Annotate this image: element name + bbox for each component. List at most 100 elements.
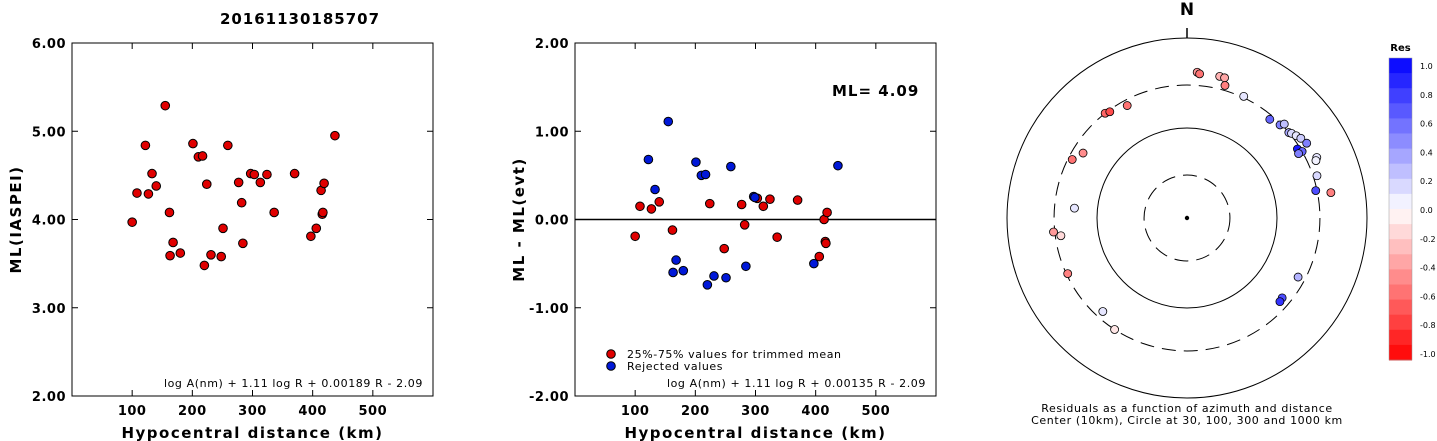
data-point bbox=[654, 197, 665, 207]
colorbar-segment bbox=[1389, 58, 1412, 74]
x-tick-label: 200 bbox=[178, 404, 207, 419]
data-point bbox=[668, 267, 678, 278]
station-residual-point bbox=[1279, 119, 1289, 129]
data-point bbox=[165, 250, 175, 261]
colorbar-segment bbox=[1389, 239, 1412, 255]
y-tick-label: 1.00 bbox=[535, 125, 569, 140]
data-point bbox=[269, 207, 279, 218]
data-point bbox=[821, 238, 831, 249]
y-tick-label: 2.00 bbox=[32, 390, 66, 405]
y-tick-label: 0.00 bbox=[535, 214, 569, 229]
station-residual-point bbox=[1220, 73, 1229, 83]
station-residual-point bbox=[1220, 81, 1230, 90]
data-point bbox=[238, 238, 248, 249]
data-point bbox=[127, 217, 137, 227]
y-tick-label: 4.00 bbox=[32, 214, 66, 229]
data-point bbox=[650, 184, 660, 195]
legend-label: Rejected values bbox=[627, 360, 723, 373]
data-point bbox=[262, 169, 272, 180]
distance-circle bbox=[1096, 127, 1278, 309]
data-point bbox=[671, 255, 681, 265]
station-residual-point bbox=[1098, 307, 1108, 316]
colorbar-segment bbox=[1389, 314, 1412, 331]
colorbar-title: Res bbox=[1390, 43, 1410, 54]
data-point bbox=[318, 207, 328, 218]
station-residual-point bbox=[1105, 107, 1115, 117]
x-tick-label: 400 bbox=[801, 404, 830, 419]
colorbar-frame bbox=[1388, 57, 1413, 361]
data-point bbox=[792, 195, 803, 205]
x-tick-label: 100 bbox=[118, 404, 147, 419]
data-point bbox=[719, 243, 730, 254]
colorbar-segment bbox=[1389, 178, 1412, 195]
data-point bbox=[833, 160, 843, 171]
data-point bbox=[726, 161, 736, 172]
station-residual-point bbox=[1110, 325, 1119, 334]
legend-marker bbox=[606, 349, 616, 359]
data-point bbox=[678, 265, 689, 276]
data-point bbox=[289, 168, 300, 179]
data-point bbox=[233, 177, 244, 188]
data-point bbox=[663, 116, 674, 127]
data-point bbox=[168, 237, 178, 248]
colorbar-segment bbox=[1389, 103, 1412, 119]
station-residual-point bbox=[1293, 272, 1303, 282]
legend-label: 25%-75% values for trimmed mean bbox=[627, 348, 842, 361]
station-residual-point bbox=[1302, 138, 1312, 148]
station-residual-point bbox=[1275, 297, 1285, 307]
colorbar-tick-label: 1.0 bbox=[1420, 62, 1433, 71]
data-point bbox=[175, 248, 186, 258]
station-residual-point bbox=[1049, 227, 1058, 237]
x-tick-label: 100 bbox=[621, 404, 650, 419]
data-point bbox=[630, 231, 640, 242]
station-residual-point bbox=[1312, 171, 1322, 181]
data-point bbox=[635, 201, 645, 212]
data-point bbox=[704, 198, 715, 209]
data-point bbox=[306, 231, 316, 242]
station-residual-point bbox=[1239, 91, 1249, 101]
y-tick-label: 3.00 bbox=[32, 302, 66, 317]
data-point bbox=[201, 179, 212, 189]
data-point bbox=[822, 207, 832, 218]
data-point bbox=[197, 151, 208, 161]
station-residual-point bbox=[1063, 269, 1073, 279]
data-point bbox=[709, 271, 719, 281]
station-residual-point bbox=[1078, 148, 1088, 158]
station-residual-point bbox=[1070, 203, 1079, 213]
station-residual-point bbox=[1294, 149, 1303, 158]
plot-frame bbox=[71, 42, 434, 397]
data-point bbox=[643, 154, 654, 165]
colorbar-tick-label: 0.6 bbox=[1420, 120, 1433, 129]
station-residual-point bbox=[1296, 133, 1306, 143]
data-point bbox=[140, 140, 151, 151]
x-tick-label: 300 bbox=[238, 404, 267, 419]
data-point bbox=[188, 138, 198, 149]
x-tick-label: 500 bbox=[359, 404, 388, 419]
data-point bbox=[739, 219, 750, 230]
figure-title: 20161130185707 bbox=[220, 10, 380, 28]
colorbar-tick-label: 0.2 bbox=[1420, 177, 1433, 186]
distance-circle bbox=[1143, 174, 1231, 262]
ml-value-label: ML= 4.09 bbox=[832, 82, 919, 100]
data-point bbox=[255, 177, 266, 188]
formula-annotation: log A(nm) + 1.11 log R + 0.00135 R - 2.0… bbox=[667, 377, 926, 390]
data-point bbox=[164, 207, 175, 218]
colorbar-segment bbox=[1389, 224, 1412, 240]
colorbar-tick-label: -0.2 bbox=[1420, 235, 1436, 244]
data-point bbox=[330, 130, 340, 141]
residual-colorbar: Res 1.0 0.8 0.6 0.4 0.2 0.0 -0.2 -0.4 -0.6 -0.8 -1.… bbox=[1388, 43, 1436, 361]
data-point bbox=[814, 251, 825, 262]
colorbar-segment bbox=[1389, 118, 1412, 134]
data-point bbox=[206, 250, 216, 260]
station-residual-point bbox=[1265, 114, 1275, 124]
colorbar-tick-label: -1.0 bbox=[1420, 350, 1436, 359]
data-point bbox=[236, 197, 247, 208]
formula-annotation: log A(nm) + 1.11 log R + 0.00189 R - 2.0… bbox=[164, 377, 423, 390]
data-point bbox=[147, 168, 157, 179]
x-axis-label: Hypocentral distance (km) bbox=[121, 424, 383, 441]
x-axis-label: Hypocentral distance (km) bbox=[624, 424, 886, 441]
colorbar-segment bbox=[1389, 133, 1412, 150]
colorbar-segment bbox=[1389, 254, 1412, 270]
colorbar-segment bbox=[1389, 193, 1412, 210]
